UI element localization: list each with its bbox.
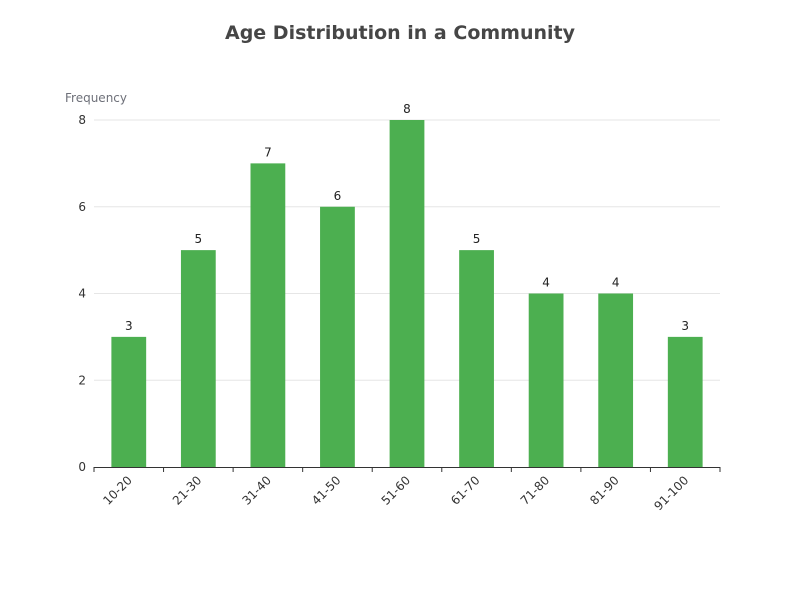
data-label: 7 <box>264 145 272 159</box>
data-label: 5 <box>473 232 481 246</box>
bar <box>459 250 494 467</box>
bar <box>667 336 703 467</box>
y-tick-label: 4 <box>78 287 86 301</box>
y-tick-label: 2 <box>78 373 86 387</box>
bar <box>528 293 564 467</box>
chart-title: Age Distribution in a Community <box>225 22 576 44</box>
bar <box>250 163 286 467</box>
data-label: 4 <box>612 276 620 290</box>
data-labels: 3 5 7 6 8 5 4 4 3 <box>125 102 689 333</box>
y-axis-label: Frequency <box>65 91 127 105</box>
x-tick-label: 81-90 <box>587 473 622 508</box>
data-label: 8 <box>403 102 411 116</box>
x-tick-label: 51-60 <box>379 473 414 508</box>
x-tick-label: 91-100 <box>651 473 691 513</box>
data-label: 3 <box>681 319 689 333</box>
data-label: 4 <box>542 276 550 290</box>
bar <box>320 206 355 467</box>
y-tick-label: 6 <box>78 200 86 214</box>
x-tick-label: 31-40 <box>239 473 274 508</box>
data-label: 5 <box>195 232 203 246</box>
bar <box>180 250 216 467</box>
bar <box>598 293 634 467</box>
bar <box>111 336 147 467</box>
x-tick-label: 10-20 <box>100 473 135 508</box>
bar <box>389 120 425 467</box>
x-tick-label: 41-50 <box>309 473 344 508</box>
bars <box>111 120 703 467</box>
y-tick-label: 8 <box>78 113 86 127</box>
y-tick-label: 0 <box>78 460 86 474</box>
data-label: 3 <box>125 319 133 333</box>
x-tick-label: 71-80 <box>518 473 553 508</box>
x-tick-label: 61-70 <box>448 473 483 508</box>
data-label: 6 <box>334 189 342 203</box>
x-tick-label: 21-30 <box>170 473 205 508</box>
